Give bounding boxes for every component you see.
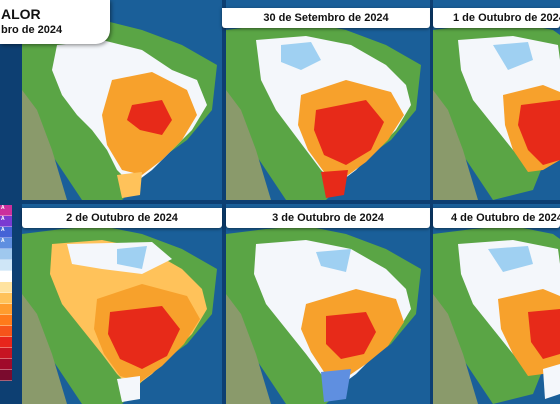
legend-swatch [0,271,12,282]
map-panel-6 [433,204,560,404]
date-label-5: 3 de Outubro de 2024 [226,208,430,228]
legend-swatch [0,370,12,381]
legend-swatch [0,260,12,271]
map-panel-6-graphic [433,204,560,404]
legend-swatch [0,337,12,348]
legend-swatch: A [0,205,12,216]
legend-swatch [0,315,12,326]
date-label-5-text: 3 de Outubro de 2024 [272,212,384,224]
map-title-box: ALOR bro de 2024 [0,0,110,44]
map-panel-5-graphic [226,204,430,404]
map-panel-2 [226,0,430,200]
legend-swatch [0,293,12,304]
map-panel-3-graphic [433,0,560,200]
map-panel-4-graphic [22,204,222,404]
legend-swatch: A [0,238,12,249]
map-panel-5 [226,204,430,404]
legend-swatch [0,282,12,293]
map-panel-3 [433,0,560,200]
map-subtitle: bro de 2024 [1,24,63,36]
date-label-6-text: 4 de Outubro de 2024 [451,212,560,224]
map-panel-1 [22,0,222,200]
date-label-4-text: 2 de Outubro de 2024 [66,212,178,224]
date-label-4: 2 de Outubro de 2024 [22,208,222,228]
legend-swatch [0,249,12,260]
date-label-6: 4 de Outubro de 2024 [433,208,560,228]
legend-swatch-label: A [1,227,5,233]
date-label-3: 1 de Outubro de 2024 [433,8,560,28]
legend-swatch: A [0,216,12,227]
legend-swatch-label: A [1,205,5,211]
map-panel-1-graphic [22,0,222,200]
legend-swatch: A [0,227,12,238]
legend-swatch [0,359,12,370]
date-label-3-text: 1 de Outubro de 2024 [453,12,560,24]
date-label-2: 30 de Setembro de 2024 [222,8,430,28]
legend-swatch [0,304,12,315]
legend-swatch-label: A [1,238,5,244]
date-label-2-text: 30 de Setembro de 2024 [263,12,389,24]
map-title: ALOR [1,6,41,22]
map-panel-2-graphic [226,0,430,200]
legend-swatch [0,326,12,337]
legend-swatch [0,348,12,359]
legend-swatch-label: A [1,216,5,222]
map-panel-4 [22,204,222,404]
